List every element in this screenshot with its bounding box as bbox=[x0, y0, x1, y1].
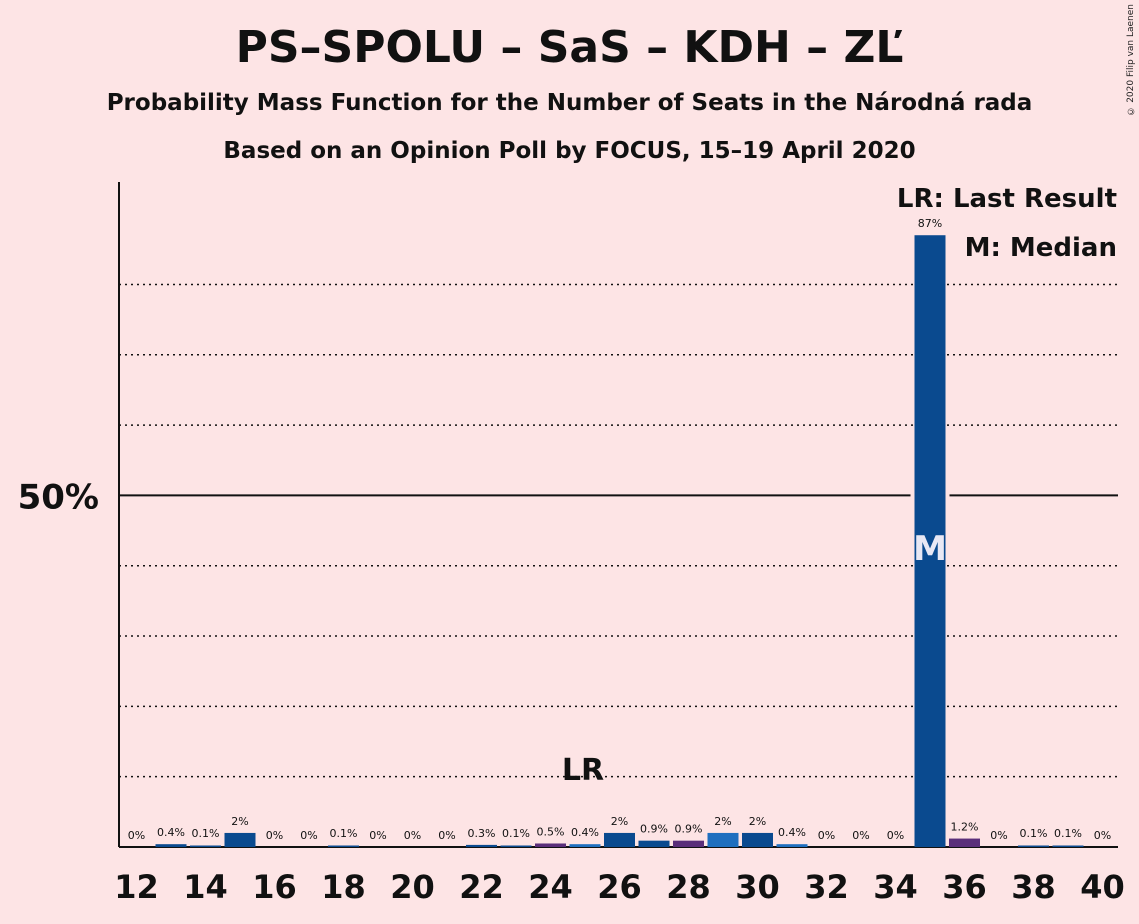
median-marker: M bbox=[913, 529, 947, 569]
bar-value-label: 2% bbox=[714, 815, 731, 828]
bar-value-label: 0.1% bbox=[1054, 827, 1082, 840]
x-tick-label: 40 bbox=[1080, 868, 1125, 906]
x-tick-label: 16 bbox=[252, 868, 297, 906]
chart-subtitle: Probability Mass Function for the Number… bbox=[106, 90, 1033, 116]
bar-seat-14 bbox=[190, 845, 221, 847]
bar-value-label: 0% bbox=[300, 829, 317, 842]
legend-median: M: Median bbox=[964, 233, 1117, 263]
x-tick-label: 18 bbox=[321, 868, 366, 906]
chart-source-line: Based on an Opinion Poll by FOCUS, 15–19… bbox=[223, 138, 916, 164]
bar-value-label: 0.4% bbox=[571, 826, 599, 839]
x-tick-label: 34 bbox=[873, 868, 918, 906]
bar-seat-18 bbox=[328, 845, 359, 847]
bar-seat-23 bbox=[500, 845, 532, 847]
bar-seat-28 bbox=[673, 840, 704, 847]
bar-seat-13 bbox=[155, 844, 187, 847]
bar-seat-31 bbox=[776, 844, 808, 847]
bar-value-label: 0% bbox=[369, 829, 386, 842]
bar-value-label: 0% bbox=[818, 829, 835, 842]
bar-value-label: 0.4% bbox=[157, 826, 185, 839]
bar-value-label: 87% bbox=[918, 217, 942, 230]
bar-seat-35 bbox=[914, 235, 946, 848]
bar-seat-24 bbox=[535, 843, 566, 847]
bar-value-label: 0.5% bbox=[537, 825, 565, 838]
bar-seat-25 bbox=[569, 844, 601, 847]
x-tick-label: 14 bbox=[183, 868, 228, 906]
x-tick-label: 36 bbox=[942, 868, 987, 906]
bar-value-label: 2% bbox=[231, 815, 248, 828]
legend-last-result: LR: Last Result bbox=[896, 184, 1117, 214]
bar-value-label: 0.1% bbox=[330, 827, 358, 840]
bar-value-label: 0% bbox=[990, 829, 1007, 842]
bar-seat-29 bbox=[707, 832, 739, 847]
bar-value-label: 2% bbox=[749, 815, 766, 828]
bar-value-label: 0.1% bbox=[502, 827, 530, 840]
bar-value-label: 0.3% bbox=[468, 827, 496, 840]
bar-seat-30 bbox=[742, 832, 773, 847]
bar-value-label: 0% bbox=[266, 829, 283, 842]
bar-seat-15 bbox=[224, 832, 256, 847]
bar-value-label: 0% bbox=[438, 829, 455, 842]
gridline-gap bbox=[945, 493, 950, 498]
gridline-gap bbox=[910, 493, 915, 498]
bar-value-label: 0.4% bbox=[778, 826, 806, 839]
bar-value-label: 0% bbox=[887, 829, 904, 842]
x-tick-label: 26 bbox=[597, 868, 642, 906]
bar-value-label: 0.1% bbox=[1020, 827, 1048, 840]
bar-value-label: 0.9% bbox=[675, 823, 703, 836]
bar-seat-38 bbox=[1018, 845, 1049, 847]
bar-value-label: 0.1% bbox=[192, 827, 220, 840]
x-tick-label: 30 bbox=[735, 868, 780, 906]
bar-value-label: 0% bbox=[128, 829, 145, 842]
x-tick-label: 12 bbox=[114, 868, 159, 906]
bar-value-label: 0% bbox=[852, 829, 869, 842]
bar-value-label: 0% bbox=[1094, 829, 1111, 842]
x-tick-label: 38 bbox=[1011, 868, 1056, 906]
bar-value-label: 1.2% bbox=[951, 821, 979, 834]
bar-seat-39 bbox=[1052, 845, 1084, 847]
y-tick-label: 50% bbox=[18, 477, 99, 517]
bar-value-label: 2% bbox=[611, 815, 628, 828]
x-tick-label: 32 bbox=[804, 868, 849, 906]
x-tick-label: 24 bbox=[528, 868, 573, 906]
x-tick-label: 28 bbox=[666, 868, 711, 906]
bar-seat-22 bbox=[466, 844, 497, 847]
last-result-marker: LR bbox=[562, 753, 604, 788]
bar-seat-27 bbox=[638, 840, 670, 847]
chart-title: PS–SPOLU – SaS – KDH – ZĽ bbox=[235, 22, 904, 73]
bar-seat-26 bbox=[604, 832, 635, 847]
bar-value-label: 0.9% bbox=[640, 823, 668, 836]
bar-seat-36 bbox=[949, 838, 980, 847]
x-tick-label: 22 bbox=[459, 868, 504, 906]
bar-value-label: 0% bbox=[404, 829, 421, 842]
x-tick-label: 20 bbox=[390, 868, 435, 906]
